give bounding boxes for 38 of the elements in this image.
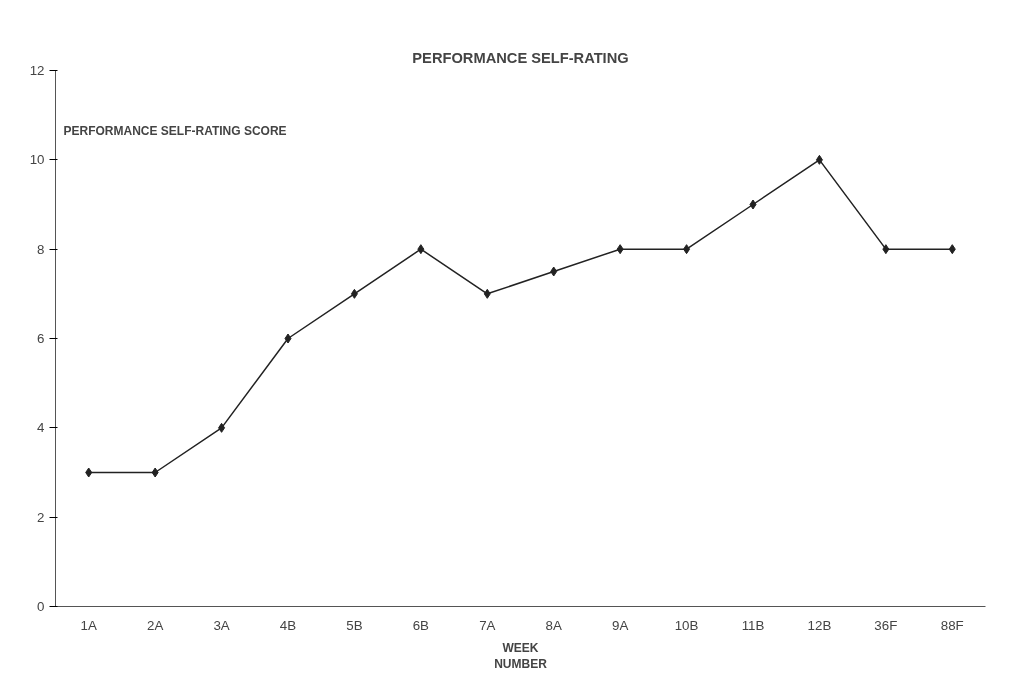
point <box>350 288 358 299</box>
x-tick-label: 9A <box>611 617 629 633</box>
x-tick-label: 12B <box>807 617 832 633</box>
point <box>284 333 292 344</box>
x-tick-label: 88F <box>940 617 964 633</box>
chart-title: PERFORMANCE SELF-RATING <box>412 49 629 66</box>
x-tick-label: 10B <box>674 617 699 633</box>
y-tick-label: 2 <box>37 509 45 525</box>
point <box>948 244 956 255</box>
point <box>151 467 159 478</box>
point <box>882 244 890 255</box>
y-tick-label: 0 <box>37 599 45 614</box>
point <box>749 199 757 210</box>
x-tick-label: 4B <box>279 617 297 633</box>
point <box>815 154 823 165</box>
y-axis-title: PERFORMANCE SELF-RATING SCORE <box>63 123 287 138</box>
point <box>417 244 425 255</box>
point <box>85 467 93 478</box>
y-tick-label: 12 <box>29 63 45 78</box>
x-tick-label: 8A <box>545 617 562 633</box>
x-tick-label: 2A <box>146 617 164 633</box>
x-tick-label: 5B <box>346 617 363 633</box>
x-tick-label: 36F <box>874 617 898 633</box>
point <box>616 244 624 255</box>
x-axis-title: WEEK NUMBER <box>494 640 548 672</box>
x-tick-label: 7A <box>479 617 496 633</box>
x-tick-label: 6B <box>412 617 430 633</box>
point <box>683 244 691 255</box>
y-tick-label: 4 <box>37 420 46 436</box>
point <box>550 266 558 277</box>
x-tick-label: 1A <box>80 617 97 633</box>
point <box>483 288 491 299</box>
point <box>218 422 226 433</box>
y-tick-label: 6 <box>37 331 45 346</box>
x-tick-label: 11B <box>741 617 765 633</box>
y-tick-label: 8 <box>37 241 45 257</box>
y-tick-label: 10 <box>29 152 45 168</box>
x-tick-label: 3A <box>213 617 230 633</box>
